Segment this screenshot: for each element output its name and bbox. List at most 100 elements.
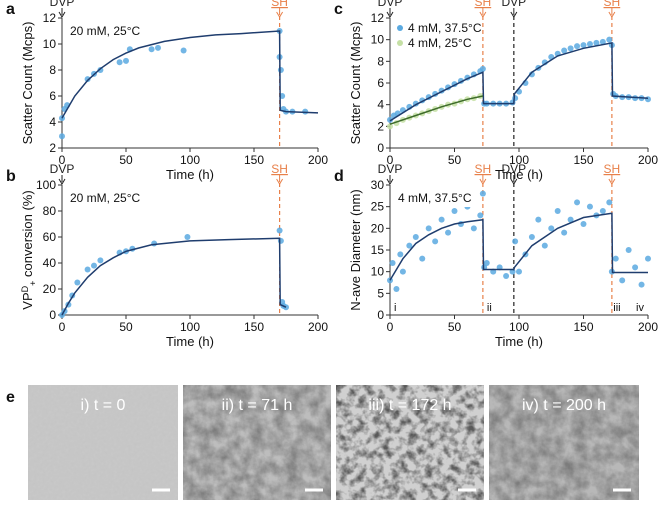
- fit-line: [389, 212, 648, 281]
- y-tick-label: 2: [49, 141, 56, 155]
- data-point: [451, 208, 458, 214]
- data-point: [425, 225, 432, 232]
- image-caption: iii) t = 172 h: [368, 397, 451, 414]
- data-point: [397, 251, 404, 258]
- data-point: [479, 65, 486, 72]
- y-tick-label: 12: [371, 11, 385, 25]
- x-tick-label: 200: [308, 320, 328, 334]
- x-axis-label: Time (h): [166, 334, 214, 349]
- data-point: [277, 67, 284, 73]
- image-caption: iv) t = 200 h: [522, 397, 606, 414]
- annotation-arrow: [479, 175, 487, 185]
- annotation-arrow: [58, 8, 66, 18]
- data-point: [97, 257, 104, 264]
- data-point: [74, 279, 81, 286]
- annotation-label: DVP: [501, 162, 526, 176]
- data-point: [59, 133, 65, 140]
- annotation-label: SH: [475, 162, 492, 176]
- data-point: [445, 229, 452, 236]
- y-axis-label: Scatter Count (Mcps): [20, 22, 35, 145]
- annotation-label: SH: [271, 0, 288, 9]
- point-label: i: [394, 302, 396, 314]
- data-point: [512, 238, 519, 245]
- note: 20 mM, 25°C: [70, 191, 140, 205]
- data-point: [470, 225, 477, 232]
- x-tick-label: 150: [573, 320, 593, 334]
- data-point: [406, 242, 413, 249]
- y-tick-label: 6: [49, 89, 56, 103]
- x-tick-label: 100: [180, 153, 200, 167]
- note: 20 mM, 25°C: [70, 24, 140, 38]
- y-tick-label: 2: [377, 119, 384, 133]
- legend-marker: [397, 25, 403, 31]
- y-axis-label-part: +: [28, 281, 38, 286]
- x-tick-label: 50: [119, 320, 133, 334]
- y-tick-label: 0: [377, 308, 384, 322]
- data-point: [479, 190, 486, 197]
- y-tick-label: 10: [43, 37, 57, 51]
- annotation-label: DVP: [50, 0, 75, 9]
- data-point: [586, 203, 593, 210]
- panel-label: c: [334, 1, 343, 18]
- y-axis-label-part: conversion (%): [20, 190, 35, 280]
- panel-label: a: [6, 1, 15, 18]
- data-point: [116, 59, 123, 66]
- data-point: [516, 268, 522, 275]
- data-point: [554, 208, 561, 214]
- y-tick-label: 4: [49, 115, 56, 129]
- annotation-arrow: [608, 8, 616, 18]
- fit-line: [61, 30, 319, 119]
- x-tick-label: 0: [387, 153, 394, 167]
- data-point: [586, 41, 593, 47]
- y-tick-label: 20: [371, 221, 385, 235]
- data-point: [567, 216, 574, 223]
- data-point: [148, 46, 155, 53]
- x-axis-label: Time (h): [495, 334, 543, 349]
- data-point: [91, 262, 97, 269]
- x-tick-label: 200: [308, 153, 328, 167]
- panel-label: d: [334, 168, 344, 185]
- y-axis-label: Scatter Count (Mcps): [348, 22, 363, 145]
- data-point: [432, 238, 439, 245]
- data-point: [184, 234, 191, 240]
- data-point: [645, 96, 651, 103]
- annotation-label: DVP: [378, 0, 403, 9]
- y-tick-label: 8: [377, 54, 384, 68]
- y-axis-label: VPD+ conversion (%): [20, 190, 38, 309]
- image-caption: i) t = 0: [81, 397, 126, 414]
- point-label: iii: [613, 302, 620, 314]
- annotation-label: SH: [475, 0, 492, 9]
- data-point: [84, 76, 91, 83]
- data-point: [612, 255, 619, 262]
- note-box: [66, 189, 150, 207]
- y-tick-label: 10: [371, 265, 385, 279]
- data-point: [619, 277, 626, 284]
- y-axis-label-part: VP: [20, 292, 35, 309]
- data-point: [399, 268, 406, 275]
- note: 4 mM, 37.5°C: [398, 191, 472, 205]
- data-point: [535, 216, 542, 223]
- data-point: [389, 260, 396, 266]
- x-tick-label: 0: [59, 320, 66, 334]
- y-tick-label: 6: [377, 76, 384, 90]
- annotation-label: DVP: [378, 162, 403, 176]
- panel-label: b: [6, 168, 16, 185]
- data-point: [393, 286, 400, 292]
- annotation-arrow: [58, 175, 66, 185]
- x-tick-label: 50: [119, 153, 133, 167]
- y-tick-label: 0: [49, 308, 56, 322]
- data-point: [548, 225, 555, 232]
- y-tick-label: 8: [49, 63, 56, 77]
- annotation-arrow: [510, 175, 518, 185]
- x-axis-label: Time (h): [495, 167, 543, 182]
- data-point: [567, 45, 574, 52]
- data-point: [155, 44, 161, 51]
- y-tick-label: 30: [371, 178, 385, 192]
- data-point: [638, 281, 645, 288]
- x-tick-label: 150: [244, 320, 264, 334]
- data-point: [123, 57, 129, 64]
- y-tick-label: 12: [43, 11, 57, 25]
- y-axis-label: N-ave Diameter (nm): [348, 189, 363, 310]
- micrograph-texture: [336, 385, 484, 500]
